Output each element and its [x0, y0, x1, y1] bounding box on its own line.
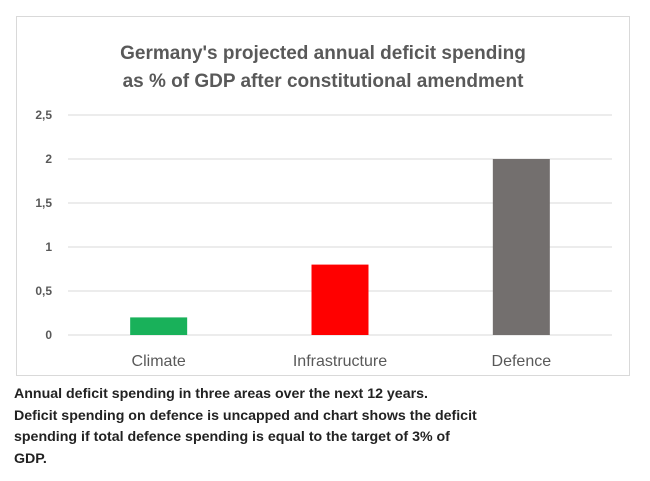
- bar-climate: [130, 317, 188, 335]
- chart-title-line-1: Germany's projected annual deficit spend…: [120, 43, 526, 64]
- y-tick-label: 1,5: [35, 196, 52, 210]
- bar-infrastructure: [311, 264, 369, 335]
- x-tick-labels: Climate Infrastructure Defence: [132, 353, 552, 370]
- bar-defence: [492, 159, 550, 335]
- x-tick-label-infrastructure: Infrastructure: [293, 353, 387, 370]
- y-tick-label: 0,5: [35, 284, 52, 298]
- y-tick-label: 1: [45, 240, 52, 254]
- y-tick-label: 2: [45, 152, 52, 166]
- y-tick-labels: 0 0,5 1 1,5 2 2,5: [35, 108, 52, 342]
- bars: [130, 159, 550, 335]
- x-tick-label-climate: Climate: [132, 353, 186, 370]
- caption-line-1: Annual deficit spending in three areas o…: [14, 386, 428, 402]
- chart-title-line-2: as % of GDP after constitutional amendme…: [122, 71, 524, 92]
- caption-line-2: Deficit spending on defence is uncapped …: [14, 407, 477, 424]
- chart-caption: Annual deficit spending in three areas o…: [14, 384, 626, 470]
- y-tick-label: 0: [45, 328, 52, 342]
- caption-line-4: GDP.: [14, 450, 47, 467]
- x-tick-label-defence: Defence: [492, 353, 552, 370]
- y-tick-label: 2,5: [35, 108, 52, 122]
- caption-line-3: spending if total defence spending is eq…: [14, 429, 450, 445]
- chart-title: Germany's projected annual deficit spend…: [16, 40, 630, 96]
